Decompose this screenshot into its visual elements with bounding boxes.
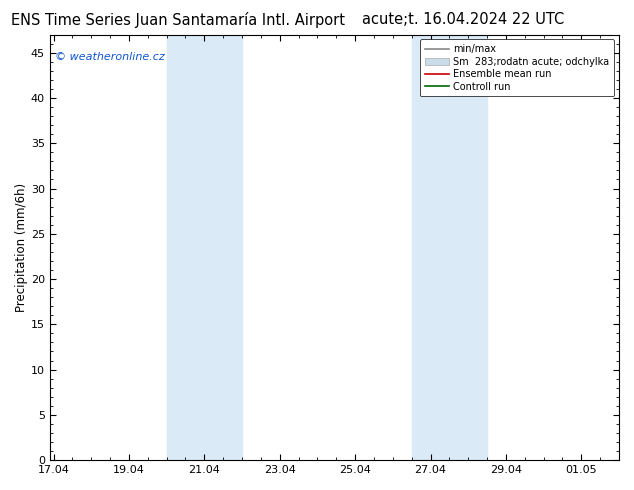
Text: ENS Time Series Juan Santamaría Intl. Airport: ENS Time Series Juan Santamaría Intl. Ai… <box>11 12 344 28</box>
Bar <box>167 35 242 460</box>
Text: acute;t. 16.04.2024 22 UTC: acute;t. 16.04.2024 22 UTC <box>361 12 564 27</box>
Text: © weatheronline.cz: © weatheronline.cz <box>55 51 165 62</box>
Legend: min/max, Sm  283;rodatn acute; odchylka, Ensemble mean run, Controll run: min/max, Sm 283;rodatn acute; odchylka, … <box>420 40 614 97</box>
Y-axis label: Precipitation (mm/6h): Precipitation (mm/6h) <box>15 183 28 312</box>
Bar <box>411 35 487 460</box>
